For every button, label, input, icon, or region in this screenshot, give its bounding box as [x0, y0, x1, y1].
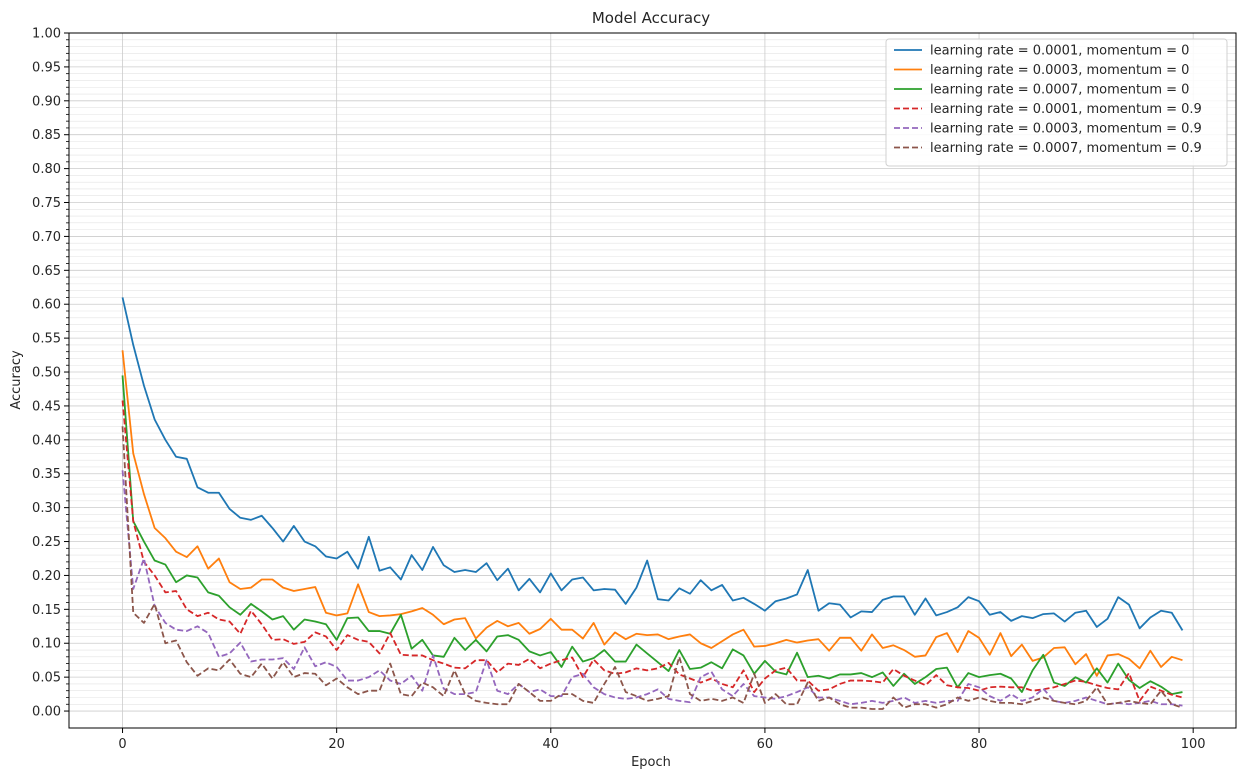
plot-frame — [68, 32, 1237, 729]
series-line-6 — [121, 426, 1183, 710]
legend-entry: learning rate = 0.0001, momentum = 0.9 — [930, 102, 1202, 117]
y-axis-ticks: 0.00 0.05 0.10 0.15 0.20 0.25 0.30 0.35 0.40 0.45… — [32, 27, 69, 720]
legend: learning rate = 0.0001, momentum = 0 lear… — [885, 38, 1228, 167]
chart-title: Model Accuracy — [592, 9, 710, 27]
x-axis-label: Epoch — [631, 755, 671, 770]
y-tick-label: 0.55 — [32, 332, 61, 347]
y-tick-label: 0.70 — [32, 230, 61, 245]
y-tick-label: 0.95 — [32, 60, 61, 75]
y-tick-label: 0.00 — [32, 705, 61, 720]
y-tick-label: 0.65 — [32, 264, 61, 279]
series-line-4 — [121, 400, 1183, 702]
y-tick-label: 0.50 — [32, 366, 61, 381]
y-tick-label: 0.35 — [32, 467, 61, 482]
y-tick-label: 0.60 — [32, 298, 61, 313]
legend-entry: learning rate = 0.0007, momentum = 0 — [930, 83, 1189, 98]
y-tick-label: 1.00 — [32, 27, 61, 42]
legend-entry: learning rate = 0.0007, momentum = 0.9 — [930, 141, 1202, 156]
legend-box — [885, 38, 1228, 167]
y-tick-label: 0.05 — [32, 671, 61, 686]
y-tick-label: 0.15 — [32, 603, 61, 618]
legend-entry: learning rate = 0.0003, momentum = 0.9 — [930, 122, 1202, 137]
x-axis-ticks: 0 20 40 60 80 100 — [118, 728, 1206, 752]
y-tick-label: 0.80 — [32, 162, 61, 177]
series-lines — [121, 297, 1184, 710]
x-tick-label: 100 — [1181, 737, 1206, 752]
y-tick-label: 0.75 — [32, 196, 61, 211]
y-tick-label: 0.40 — [32, 433, 61, 448]
x-tick-label: 60 — [757, 737, 774, 752]
y-axis-label: Accuracy — [9, 350, 24, 410]
series-line-5 — [121, 470, 1183, 707]
x-tick-label: 20 — [328, 737, 345, 752]
y-tick-label: 0.30 — [32, 501, 61, 516]
y-tick-label: 0.90 — [32, 94, 61, 109]
series-line-2 — [121, 350, 1183, 677]
y-tick-label: 0.45 — [32, 399, 61, 414]
x-tick-label: 40 — [543, 737, 560, 752]
legend-entry: learning rate = 0.0001, momentum = 0 — [930, 44, 1189, 59]
y-tick-label: 0.25 — [32, 535, 61, 550]
y-tick-label: 0.85 — [32, 128, 61, 143]
x-tick-label: 80 — [971, 737, 988, 752]
series-line-3 — [121, 375, 1183, 695]
minor-gridlines — [69, 39, 1236, 705]
y-tick-label: 0.20 — [32, 569, 61, 584]
y-tick-label: 0.10 — [32, 637, 61, 652]
x-tick-label: 0 — [118, 737, 126, 752]
legend-entry: learning rate = 0.0003, momentum = 0 — [930, 63, 1189, 78]
series-line-1 — [121, 297, 1184, 631]
